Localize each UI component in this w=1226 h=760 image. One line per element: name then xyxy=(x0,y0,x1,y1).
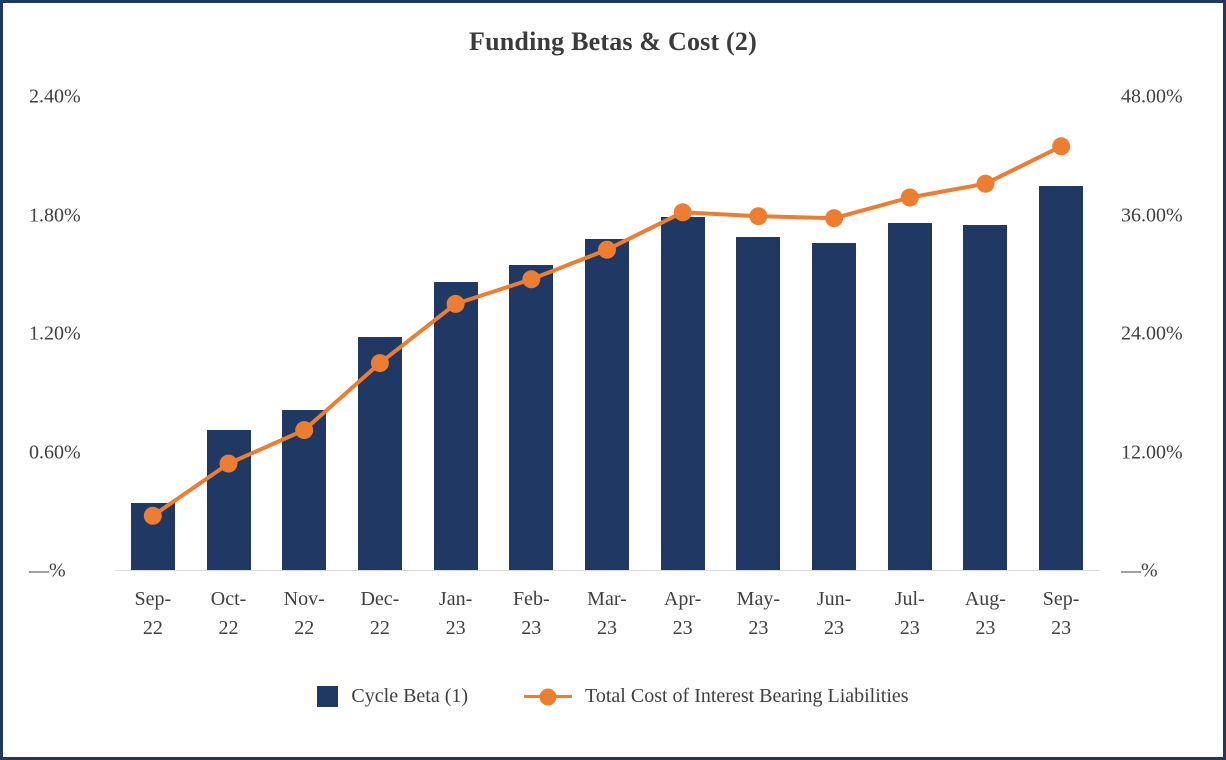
x-axis-category-label: Feb- 23 xyxy=(512,588,550,639)
axis-tick-label: 36.00% xyxy=(1121,204,1183,226)
x-axis-category-label: May- 23 xyxy=(736,588,780,639)
bar-cycle-beta xyxy=(585,238,629,570)
right-axis: 48.00% 36.00% 24.00% 12.00% —% xyxy=(1099,86,1223,582)
line-marker-dot xyxy=(143,506,162,525)
line-marker-dot xyxy=(976,174,995,193)
x-axis-category-label: Nov- 22 xyxy=(283,588,325,639)
bar-cycle-beta xyxy=(206,430,251,570)
legend-item-total-cost: Total Cost of Interest Bearing Liabiliti… xyxy=(524,685,909,708)
line-marker-dot xyxy=(295,421,314,440)
axis-tick-label: 0.60% xyxy=(29,441,81,463)
bar-cycle-beta xyxy=(433,282,478,570)
chart-title: Funding Betas & Cost (2) xyxy=(469,27,757,56)
x-axis-labels: Sep- 22 Oct- 22 Nov- 22 Dec- 22 Jan- 23 Feb- 23 Mar-… xyxy=(115,585,1099,643)
bar-cycle-beta xyxy=(1039,185,1084,570)
axis-tick-label: 12.00% xyxy=(1121,441,1183,463)
line-marker-dot xyxy=(900,188,919,207)
total-cost-line xyxy=(143,137,1071,525)
bar-cycle-beta xyxy=(963,225,1008,570)
x-axis-category-label: Mar- 23 xyxy=(587,588,627,639)
x-axis-category-label: Oct- 22 xyxy=(210,588,247,639)
x-axis-row: Sep- 22 Oct- 22 Nov- 22 Dec- 22 Jan- 23 Feb- 23 Mar-… xyxy=(3,585,1223,643)
legend-label-cycle-beta: Cycle Beta (1) xyxy=(351,685,469,707)
x-axis-category-label: Sep- 22 xyxy=(134,588,172,639)
chart-body: 2.40% 1.80% 1.20% 0.60% —% 48.00% 36.00% 24.00… xyxy=(3,86,1223,582)
bar-cycle-beta xyxy=(812,242,857,570)
bar-cycle-beta xyxy=(660,217,705,570)
legend-label-total-cost: Total Cost of Interest Bearing Liabiliti… xyxy=(585,685,909,707)
line-marker-dot xyxy=(673,203,692,222)
bar-cycle-beta xyxy=(887,223,932,570)
line-marker-dot xyxy=(522,270,541,289)
x-axis-right-spacer xyxy=(1099,585,1223,643)
bar-cycle-beta xyxy=(736,236,781,570)
x-axis-category-label: Jan- 23 xyxy=(438,588,473,639)
line-marker-dot xyxy=(825,209,844,228)
line-marker-dot xyxy=(370,354,389,373)
plot-area xyxy=(115,97,1099,571)
line-marker-dot xyxy=(219,454,238,473)
axis-tick-label: 24.00% xyxy=(1121,322,1183,345)
axis-tick-label: 2.40% xyxy=(29,85,81,108)
axis-tick-label: 1.20% xyxy=(29,322,81,345)
axis-tick-label: 48.00% xyxy=(1121,85,1183,108)
legend: Cycle Beta (1) Total Cost of Interest Be… xyxy=(3,685,1223,708)
axis-tick-label: —% xyxy=(29,559,66,582)
axis-tick-label: 1.80% xyxy=(29,204,81,226)
x-axis-category-label: Dec- 22 xyxy=(360,588,400,639)
line-marker-dot xyxy=(1052,137,1071,156)
left-axis: 2.40% 1.80% 1.20% 0.60% —% xyxy=(3,86,115,582)
legend-item-cycle-beta: Cycle Beta (1) xyxy=(317,685,468,708)
x-axis-category-label: Jun- 23 xyxy=(816,588,852,639)
line-dot-swatch-icon xyxy=(524,688,573,706)
bar-swatch-icon xyxy=(317,686,339,707)
line-marker-dot xyxy=(446,294,465,313)
line-marker-dot xyxy=(598,240,616,259)
x-axis-category-label: Jul- 23 xyxy=(894,588,925,639)
line-marker-dot xyxy=(749,207,768,226)
x-axis-left-spacer xyxy=(3,585,115,643)
bar-cycle-beta xyxy=(509,264,554,570)
axis-tick-label: —% xyxy=(1121,559,1158,582)
line-path xyxy=(151,144,1063,518)
x-axis-category-label: Aug- 23 xyxy=(964,588,1006,639)
x-axis-category-label: Apr- 23 xyxy=(663,588,702,639)
x-axis-category-label: Sep- 23 xyxy=(1042,588,1080,639)
